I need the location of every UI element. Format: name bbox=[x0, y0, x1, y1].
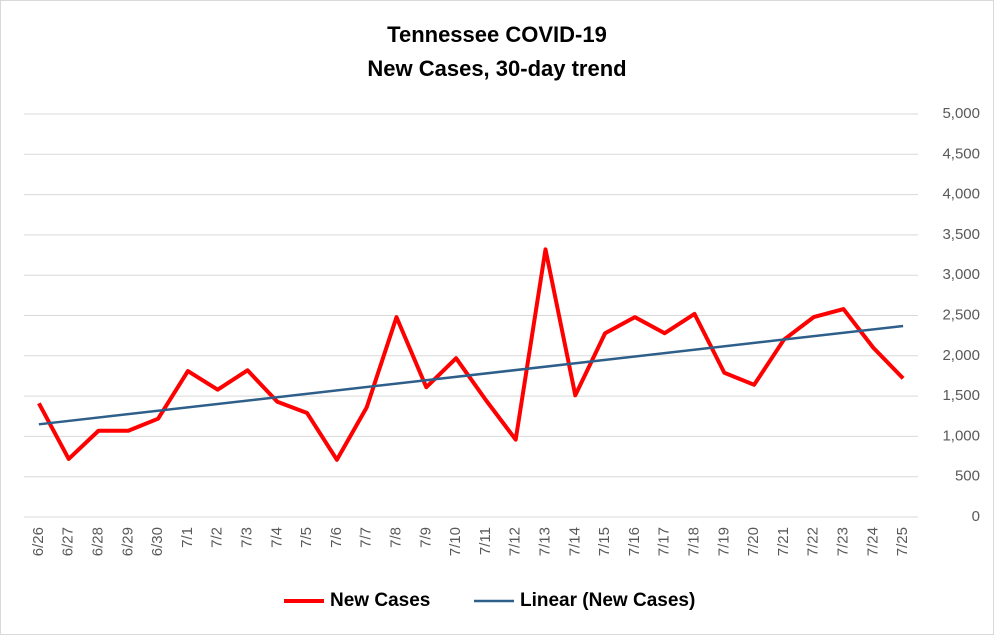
x-tick-label: 7/4 bbox=[268, 527, 285, 548]
x-tick-label: 7/9 bbox=[417, 527, 434, 548]
legend-label: Linear (New Cases) bbox=[520, 590, 695, 611]
x-tick-label: 7/24 bbox=[864, 527, 881, 556]
x-tick-label: 7/7 bbox=[358, 527, 375, 548]
x-tick-label: 6/29 bbox=[119, 527, 136, 556]
x-tick-label: 7/11 bbox=[477, 527, 494, 555]
x-tick-label: 6/28 bbox=[89, 527, 106, 556]
x-tick-label: 7/6 bbox=[328, 527, 345, 548]
legend-label: New Cases bbox=[330, 590, 430, 611]
x-tick-label: 7/2 bbox=[209, 527, 226, 548]
x-tick-label: 7/20 bbox=[745, 527, 762, 556]
x-tick-label: 6/30 bbox=[149, 527, 166, 556]
x-tick-label: 7/22 bbox=[805, 527, 822, 556]
x-tick-label: 7/3 bbox=[238, 527, 255, 548]
x-tick-label: 7/13 bbox=[536, 527, 553, 556]
chart-subtitle: New Cases, 30-day trend bbox=[367, 56, 626, 81]
y-tick-label: 2,500 bbox=[942, 306, 980, 323]
data-line bbox=[37, 247, 905, 462]
x-tick-label: 7/16 bbox=[626, 527, 643, 556]
y-tick-label: 3,500 bbox=[942, 226, 980, 243]
x-tick-label: 7/19 bbox=[715, 527, 732, 556]
x-tick-label: 7/5 bbox=[298, 527, 315, 548]
y-tick-label: 4,000 bbox=[942, 186, 980, 203]
x-tick-label: 7/8 bbox=[387, 527, 404, 548]
x-tick-label: 7/23 bbox=[834, 527, 851, 556]
x-tick-label: 7/10 bbox=[447, 527, 464, 556]
chart-title: Tennessee COVID-19 bbox=[387, 22, 607, 47]
x-tick-label: 7/21 bbox=[775, 527, 792, 556]
x-tick-label: 7/14 bbox=[566, 527, 583, 556]
y-tick-label: 4,500 bbox=[942, 145, 980, 162]
y-tick-label: 5,000 bbox=[942, 105, 980, 122]
x-tick-label: 7/15 bbox=[596, 527, 613, 556]
x-tick-label: 7/17 bbox=[656, 527, 673, 556]
trend-line bbox=[38, 324, 904, 426]
y-tick-label: 3,000 bbox=[942, 266, 980, 283]
y-tick-label: 0 bbox=[972, 508, 980, 525]
y-tick-label: 2,000 bbox=[942, 347, 980, 364]
y-tick-label: 1,500 bbox=[942, 387, 980, 404]
x-tick-label: 7/1 bbox=[179, 527, 196, 548]
x-tick-label: 7/18 bbox=[685, 527, 702, 556]
y-tick-label: 1,000 bbox=[942, 427, 980, 444]
x-tick-label: 6/26 bbox=[30, 527, 47, 556]
y-tick-label: 500 bbox=[955, 468, 980, 485]
x-tick-label: 6/27 bbox=[60, 527, 77, 556]
x-tick-label: 7/12 bbox=[507, 527, 524, 556]
x-tick-label: 7/25 bbox=[894, 527, 911, 556]
